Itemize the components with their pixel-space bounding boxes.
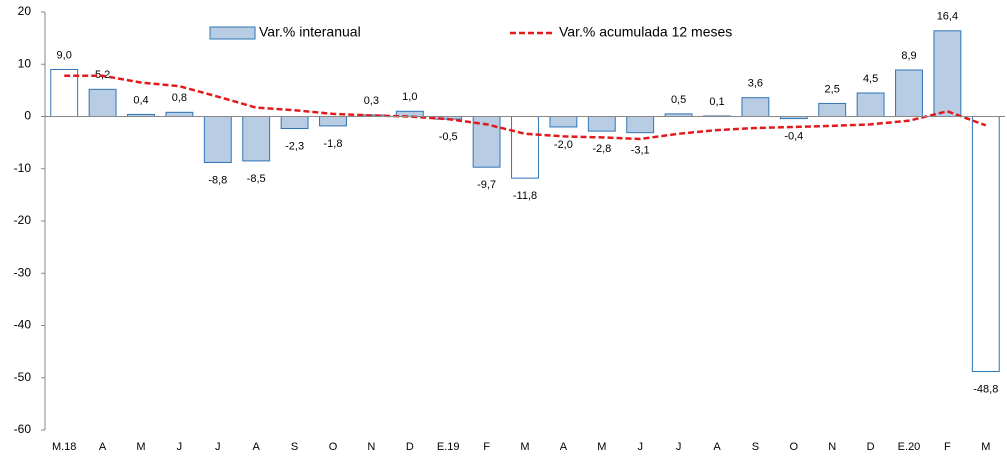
- x-tick-label: M: [136, 441, 145, 453]
- x-tick-label: M: [981, 441, 990, 453]
- bar: [165, 111, 194, 117]
- data-label: -48,8: [973, 383, 998, 395]
- data-label: 0,4: [133, 94, 148, 106]
- data-label: 0,1: [709, 96, 724, 108]
- data-label: 2,5: [825, 83, 840, 95]
- legend-label: Var.% acumulada 12 meses: [559, 24, 732, 40]
- bar: [741, 97, 770, 118]
- data-label: -3,1: [631, 145, 650, 157]
- x-tick-label: J: [676, 441, 682, 453]
- y-tick-label: -20: [14, 213, 32, 227]
- data-label: 16,4: [937, 11, 958, 23]
- data-label: 0,3: [364, 95, 379, 107]
- bar: [280, 116, 309, 130]
- y-tick-label: -50: [14, 370, 32, 384]
- x-tick-label: D: [406, 441, 414, 453]
- bar: [587, 116, 616, 132]
- x-tick-label: O: [329, 441, 338, 453]
- data-label: 0,5: [671, 94, 686, 106]
- data-label: 9,0: [57, 49, 72, 61]
- bar: [319, 116, 347, 127]
- x-tick-label: E.19: [437, 441, 460, 453]
- data-label: -8,5: [247, 173, 266, 185]
- x-tick-label: F: [483, 441, 490, 453]
- data-label: 0,8: [172, 92, 187, 104]
- x-tick-label: A: [99, 441, 107, 453]
- legend-label: Var.% interanual: [259, 24, 361, 40]
- x-tick-label: J: [177, 441, 183, 453]
- bar: [242, 116, 271, 162]
- bar: [818, 102, 847, 117]
- y-tick-label: 20: [18, 4, 32, 18]
- x-tick-label: S: [291, 441, 298, 453]
- bar: [88, 88, 117, 118]
- x-tick-label: M: [520, 441, 529, 453]
- data-label: -2,3: [285, 140, 304, 152]
- bar: [895, 69, 923, 117]
- bar: [933, 30, 962, 118]
- bar: [549, 116, 578, 128]
- x-tick-label: N: [828, 441, 836, 453]
- legend-swatch: [209, 26, 256, 40]
- y-tick-label: -60: [14, 422, 32, 436]
- data-label: -1,8: [324, 138, 343, 150]
- data-label: -2,8: [592, 143, 611, 155]
- bar: [395, 110, 424, 118]
- x-tick-label: J: [215, 441, 221, 453]
- bar: [50, 68, 79, 117]
- y-tick-label: 10: [18, 56, 32, 70]
- x-tick-label: A: [560, 441, 568, 453]
- y-tick-label: -30: [14, 265, 32, 279]
- bar: [203, 116, 232, 163]
- data-label: -8,8: [208, 174, 227, 186]
- bar: [856, 92, 885, 118]
- data-label: -0,4: [784, 130, 803, 142]
- x-tick-label: M.18: [52, 441, 76, 453]
- x-tick-label: N: [367, 441, 375, 453]
- x-tick-label: M: [597, 441, 606, 453]
- bar: [971, 116, 1000, 372]
- x-tick-label: A: [253, 441, 261, 453]
- data-label: -9,7: [477, 179, 496, 191]
- y-tick-label: -40: [14, 318, 32, 332]
- line: [64, 74, 987, 141]
- x-tick-label: E.20: [898, 441, 921, 453]
- y-tick-label: 0: [24, 109, 31, 123]
- data-label: 3,6: [748, 78, 763, 90]
- data-label: -0,5: [439, 131, 458, 143]
- data-label: -2,0: [554, 139, 573, 151]
- y-tick-label: -10: [14, 161, 32, 175]
- x-tick-label: F: [944, 441, 951, 453]
- x-tick-label: O: [790, 441, 799, 453]
- bar: [626, 116, 655, 134]
- bar: [511, 116, 539, 179]
- x-tick-label: J: [637, 441, 643, 453]
- data-label: 8,9: [901, 50, 916, 62]
- data-label: 1,0: [402, 91, 417, 103]
- data-label: -11,8: [513, 190, 537, 202]
- x-tick-label: S: [752, 441, 759, 453]
- x-tick-label: A: [713, 441, 721, 453]
- x-tick-label: D: [867, 441, 875, 453]
- data-label: 4,5: [863, 73, 878, 85]
